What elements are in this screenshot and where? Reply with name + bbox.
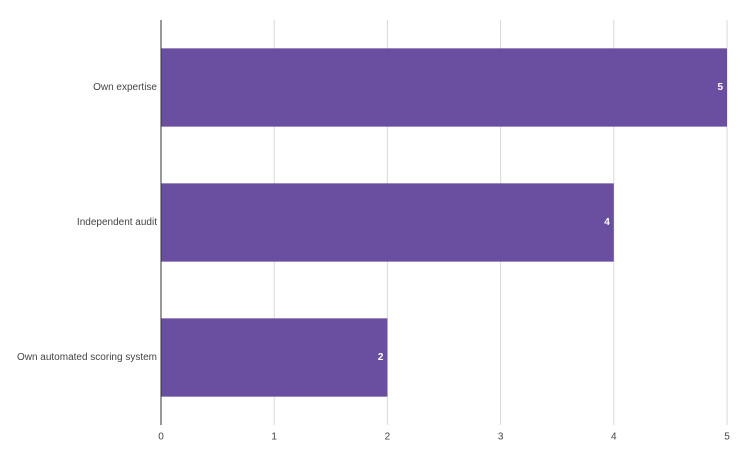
x-tick-label: 1 [271,432,277,443]
x-tick-label: 4 [611,432,617,443]
y-tick-label: Own automated scoring system [17,352,157,363]
x-tick-label: 2 [385,432,391,443]
value-label: 4 [604,217,610,228]
bar [161,183,614,262]
x-tick-label: 3 [498,432,504,443]
y-tick-label: Independent audit [77,217,157,228]
value-label: 5 [717,82,723,93]
y-tick-label: Own expertise [93,82,157,93]
x-tick-label: 5 [724,432,730,443]
bar [161,318,388,397]
x-tick-label: 0 [158,432,164,443]
value-label: 2 [378,352,384,363]
bar [161,48,727,127]
